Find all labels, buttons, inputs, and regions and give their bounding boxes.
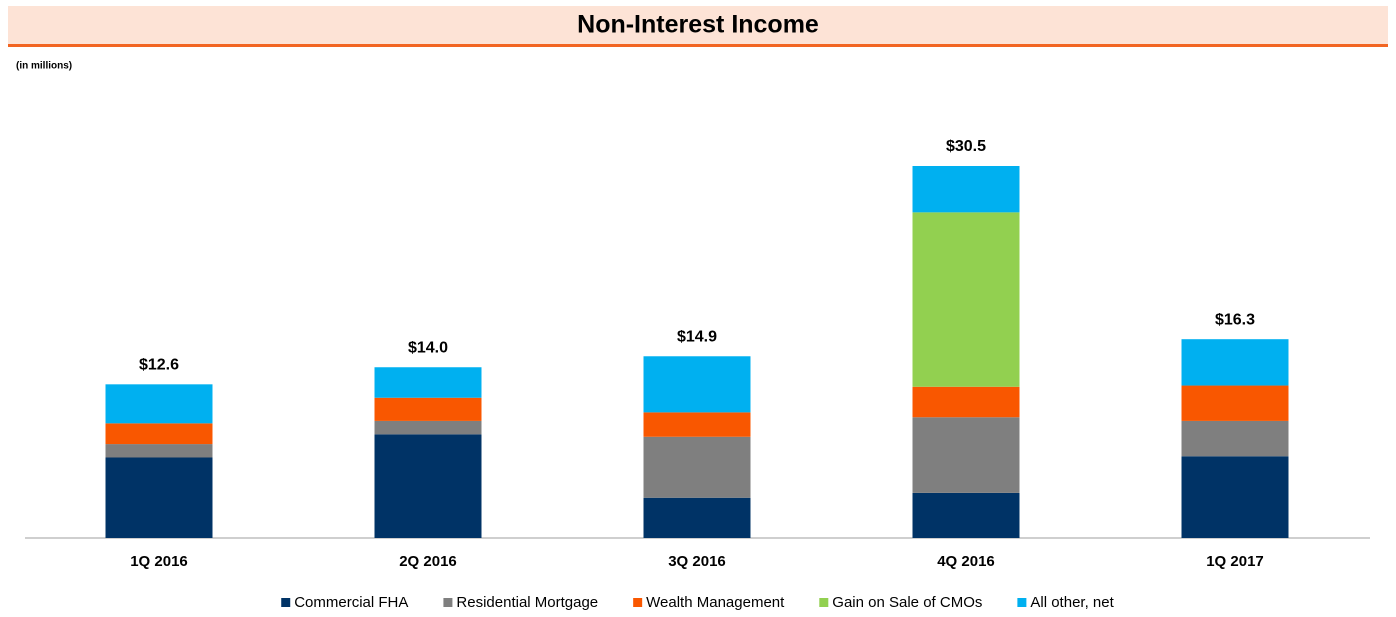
title-rule — [8, 44, 1388, 47]
bar-segment — [105, 444, 213, 458]
subtitle: (in millions) — [16, 61, 72, 72]
legend-swatch — [443, 598, 453, 607]
x-tick-label: 1Q 2017 — [1206, 553, 1264, 570]
bar-segment — [374, 420, 482, 435]
bar-segment — [643, 497, 751, 538]
bar-segment — [374, 397, 482, 421]
bar-segment — [912, 212, 1020, 387]
bar-segment — [105, 384, 213, 424]
bar-segment — [1181, 339, 1289, 386]
bar-segment — [105, 457, 213, 538]
x-tick-label: 2Q 2016 — [399, 553, 457, 570]
x-tick-label: 4Q 2016 — [937, 553, 995, 570]
bar-segment — [1181, 385, 1289, 421]
legend-label: Gain on Sale of CMOs — [832, 594, 982, 611]
legend-label: Wealth Management — [646, 594, 785, 611]
x-tick-label: 3Q 2016 — [668, 553, 726, 570]
legend-swatch — [633, 598, 643, 607]
total-label: $14.9 — [677, 328, 717, 345]
legend-label: All other, net — [1030, 594, 1114, 611]
legend-label: Commercial FHA — [294, 594, 408, 611]
title-band — [8, 6, 1388, 46]
total-label: $16.3 — [1215, 311, 1255, 328]
bar-segment — [643, 412, 751, 437]
bar-segment — [912, 386, 1020, 418]
bar-segment — [1181, 420, 1289, 457]
legend-label: Residential Mortgage — [456, 594, 598, 611]
legend-swatch — [1017, 598, 1027, 607]
total-label: $14.0 — [408, 339, 448, 356]
total-label: $30.5 — [946, 138, 986, 155]
bar-segment — [912, 166, 1020, 213]
bar-segment — [912, 417, 1020, 493]
legend-swatch — [281, 598, 291, 607]
bar-segment — [912, 492, 1020, 538]
bar-segment — [643, 436, 751, 498]
x-tick-label: 1Q 2016 — [130, 553, 188, 570]
bar-segment — [105, 423, 213, 445]
bar-segment — [374, 367, 482, 398]
bar-segment — [374, 434, 482, 538]
legend-swatch — [819, 598, 829, 607]
chart-title: Non-Interest Income — [577, 11, 819, 39]
total-label: $12.6 — [139, 357, 179, 374]
bar-segment — [1181, 456, 1289, 538]
bar-segment — [643, 356, 751, 413]
